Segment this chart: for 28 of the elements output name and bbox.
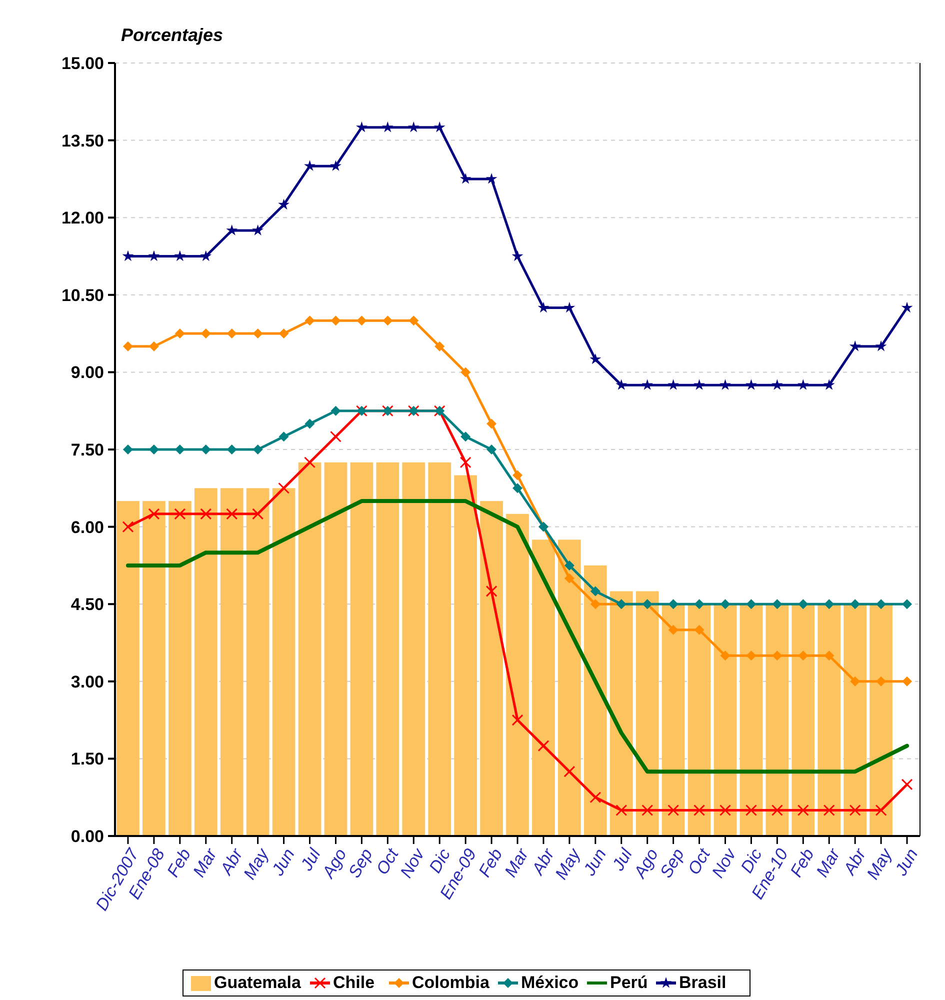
y-tick-label: 6.00	[70, 518, 104, 537]
x-tick-label: Jul	[296, 844, 325, 875]
y-tick-label: 4.50	[70, 595, 104, 614]
legend-label: Chile	[333, 973, 375, 992]
x-tick-label: Feb	[163, 845, 195, 880]
x-tick-label: Sep	[344, 845, 376, 882]
x-tick-label: Jun	[890, 845, 922, 880]
legend-label: México	[521, 973, 579, 992]
legend-label: Perú	[610, 973, 648, 992]
y-tick-label: 9.00	[70, 363, 104, 382]
y-tick-label: 3.00	[70, 672, 104, 692]
y-tick-label: 1.50	[70, 750, 104, 769]
x-tick-label: Jun	[579, 845, 610, 880]
y-tick-label: 13.50	[61, 131, 104, 150]
y-tick-label: 0.00	[70, 826, 104, 846]
x-tick-label: Feb	[786, 845, 818, 880]
y-axis-title: Porcentajes	[121, 25, 224, 45]
y-tick-label: 10.50	[61, 286, 104, 305]
x-tick-label: Jun	[268, 845, 298, 880]
x-tick-label: Jul	[608, 844, 637, 875]
legend-label: Guatemala	[214, 973, 302, 992]
legend-label: Colombia	[412, 973, 490, 992]
y-tick-label: 12.00	[61, 208, 104, 228]
y-tick-label: 15.00	[61, 54, 104, 73]
y-tick-label: 7.50	[70, 440, 104, 460]
x-tick-label: Sep	[656, 845, 688, 882]
legend-label: Brasil	[679, 973, 726, 992]
x-tick-label: Feb	[475, 845, 506, 880]
